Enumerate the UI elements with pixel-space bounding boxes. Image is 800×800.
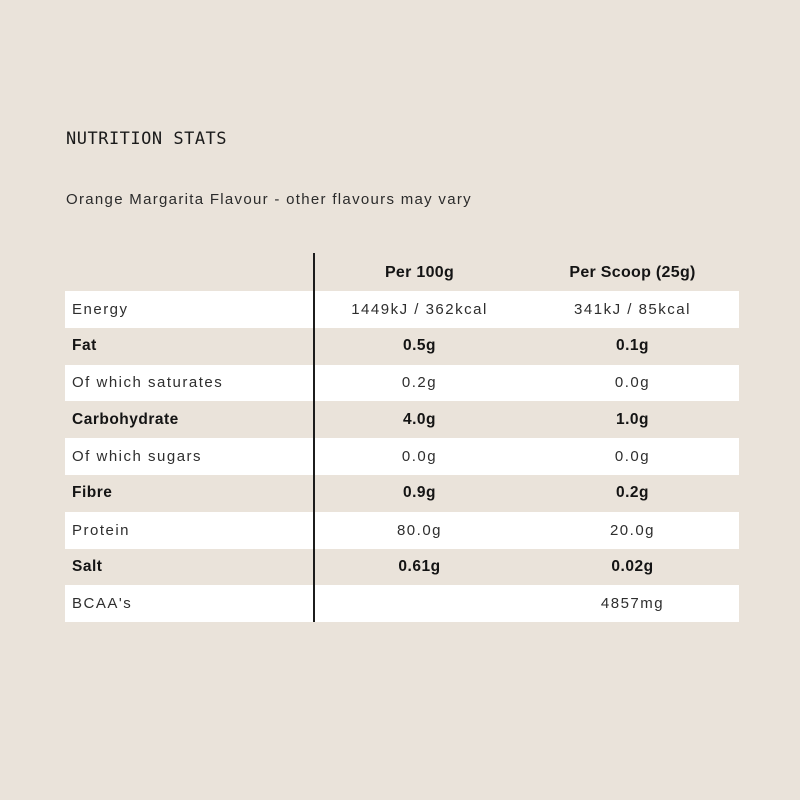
table-row: Of which saturates 0.2g 0.0g: [65, 364, 739, 402]
row-label: Salt: [72, 557, 103, 575]
table-row: Of which sugars 0.0g 0.0g: [65, 438, 739, 475]
column-divider-line: [313, 253, 315, 622]
table-row: Fat 0.5g 0.1g: [65, 328, 739, 365]
per-scoop-value: 20.0g: [609, 521, 656, 539]
per-100g-value: 0.61g: [398, 557, 441, 575]
header-per-100g: Per 100g: [384, 263, 455, 281]
row-label: Energy: [72, 300, 129, 318]
header-per-scoop: Per Scoop (25g): [569, 263, 696, 281]
per-100g-value: 80.0g: [396, 521, 443, 539]
section-title: NUTRITION STATS: [66, 129, 228, 149]
per-100g-value: 0.9g: [402, 484, 436, 502]
per-scoop-value: 4857mg: [600, 595, 665, 613]
table-row: Fibre 0.9g 0.2g: [65, 475, 739, 512]
per-100g-value: 0.0g: [401, 448, 438, 466]
row-label: Carbohydrate: [72, 410, 179, 428]
row-label: BCAA's: [72, 595, 133, 613]
per-scoop-value: 1.0g: [615, 410, 649, 428]
nutrition-table: Per 100g Per Scoop (25g) Energy 1449kJ / …: [65, 253, 739, 623]
per-scoop-value: 0.02g: [611, 557, 654, 575]
table-body: Energy 1449kJ / 362kcal 341kJ / 85kcal Fat 0…: [65, 291, 739, 623]
per-scoop-value: 0.1g: [615, 337, 649, 355]
table-row: BCAA's 4857mg: [65, 585, 739, 623]
row-label: Fat: [72, 337, 97, 355]
per-100g-value: 4.0g: [402, 410, 436, 428]
per-100g-value: 0.5g: [402, 337, 436, 355]
per-scoop-value: 0.2g: [615, 484, 649, 502]
per-100g-value: 0.2g: [401, 374, 438, 392]
per-scoop-value: 0.0g: [614, 374, 651, 392]
row-label: Of which saturates: [72, 374, 224, 392]
table-header-row: Per 100g Per Scoop (25g): [65, 254, 739, 291]
flavour-note: Orange Margarita Flavour - other flavour…: [66, 191, 472, 208]
row-label: Protein: [72, 521, 131, 539]
row-label: Fibre: [72, 484, 113, 502]
table-row: Energy 1449kJ / 362kcal 341kJ / 85kcal: [65, 291, 739, 328]
table-row: Salt 0.61g 0.02g: [65, 549, 739, 586]
per-100g-value: 1449kJ / 362kcal: [351, 300, 488, 318]
row-label: Of which sugars: [72, 448, 203, 466]
per-scoop-value: 341kJ / 85kcal: [574, 300, 691, 318]
per-scoop-value: 0.0g: [614, 448, 651, 466]
table-row: Carbohydrate 4.0g 1.0g: [65, 401, 739, 438]
table-row: Protein 80.0g 20.0g: [65, 511, 739, 549]
